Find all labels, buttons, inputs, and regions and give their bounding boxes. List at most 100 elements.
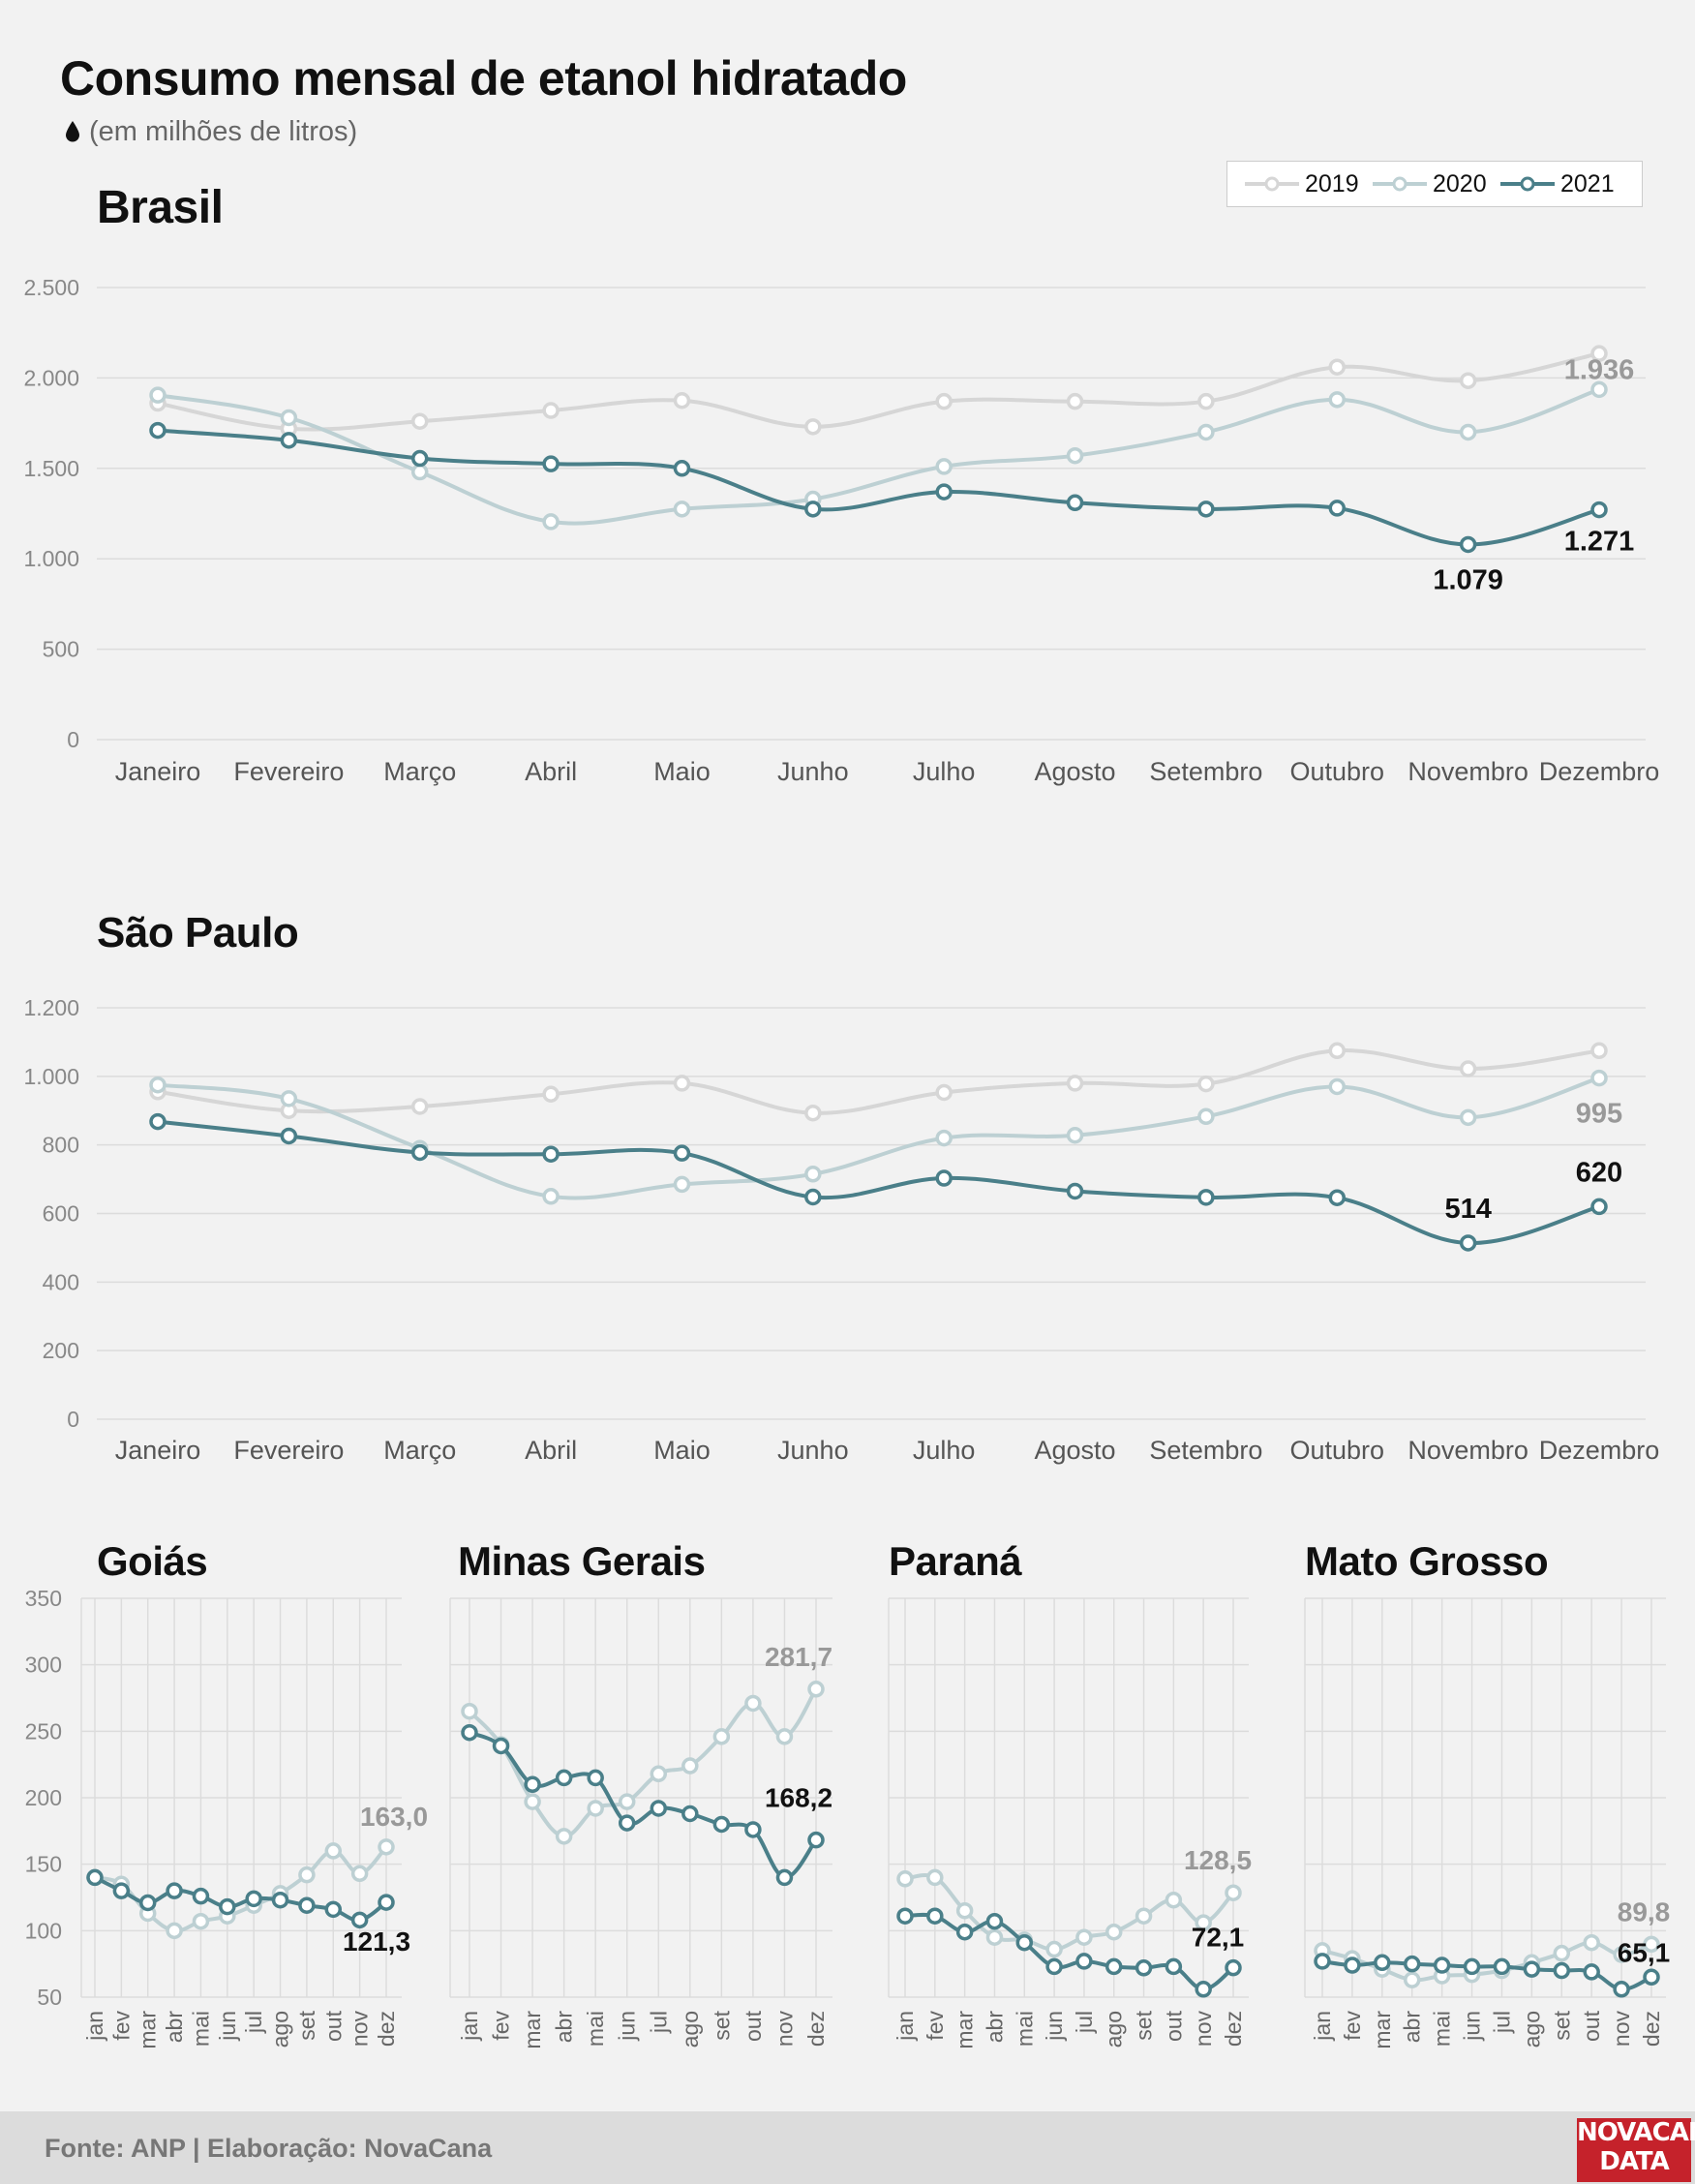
data-point-2021-mg — [681, 1805, 699, 1823]
data-point-2021-go — [271, 1891, 289, 1909]
data-point-2020-brasil — [1328, 391, 1347, 409]
data-point-2021-sp — [1197, 1189, 1215, 1206]
legend-marker-2019 — [1245, 176, 1299, 192]
data-point-2020-sp — [542, 1188, 560, 1205]
data-point-2021-go — [298, 1896, 316, 1914]
logo-line-2: DATA — [1599, 2147, 1670, 2176]
data-point-2020-brasil — [280, 409, 298, 427]
data-point-2019-brasil — [935, 392, 953, 410]
footer-bar: Fonte: ANP | Elaboração: NovaCana — [0, 2111, 1695, 2184]
data-label-2021-brasil: 1.079 — [1433, 564, 1503, 595]
x-tick-label-mg: jan — [457, 2011, 482, 2042]
data-point-2021-mg — [587, 1769, 604, 1787]
x-tick-label-brasil: Maio — [653, 757, 711, 786]
x-tick-label-go: out — [320, 2010, 346, 2042]
data-point-2020-pr — [926, 1868, 944, 1887]
x-tick-label-brasil: Agosto — [1035, 757, 1116, 786]
data-point-2020-mt — [1613, 1946, 1630, 1963]
data-point-2020-go — [166, 1922, 183, 1940]
data-label-2020-pr: 128,5 — [1184, 1845, 1252, 1875]
x-tick-label-mt: fev — [1340, 2011, 1365, 2041]
data-point-2020-brasil — [1459, 423, 1477, 441]
x-tick-label-brasil: Outubro — [1289, 757, 1384, 786]
x-tick-label-brasil: Dezembro — [1539, 757, 1660, 786]
chart-title-sp: São Paulo — [97, 909, 298, 956]
x-tick-label-mt: nov — [1609, 2011, 1634, 2048]
legend-label-2021: 2021 — [1560, 169, 1615, 197]
data-point-2021-brasil — [1590, 500, 1608, 519]
legend-marker-2020 — [1373, 176, 1427, 192]
x-tick-label-go: dez — [374, 2011, 399, 2047]
data-point-2020-mg — [712, 1728, 731, 1745]
series-line-2020-mt — [1321, 1940, 1652, 1983]
data-point-2020-pr — [1135, 1907, 1153, 1925]
x-tick-label-sp: Novembro — [1407, 1436, 1529, 1465]
x-tick-label-mg: mai — [583, 2011, 608, 2047]
data-point-2021-pr — [926, 1907, 944, 1925]
data-point-2020-go — [350, 1865, 369, 1883]
data-point-2021-pr — [1045, 1957, 1063, 1976]
x-tick-label-brasil: Julho — [913, 757, 976, 786]
data-point-2020-pr — [985, 1928, 1004, 1946]
data-point-2021-mg — [712, 1815, 731, 1834]
x-tick-label-mg: mar — [520, 2011, 545, 2049]
data-point-2019-sp — [1328, 1042, 1347, 1060]
data-point-2020-mg — [775, 1728, 794, 1745]
data-point-2021-pr — [1075, 1953, 1093, 1970]
data-point-2020-brasil — [410, 463, 429, 481]
data-point-2021-mt — [1374, 1954, 1391, 1972]
data-point-2020-pr — [1225, 1884, 1242, 1901]
data-point-2021-mt — [1433, 1956, 1451, 1974]
data-point-2021-pr — [1015, 1933, 1034, 1952]
data-point-2020-mg — [681, 1757, 699, 1774]
data-point-2020-mg — [650, 1765, 668, 1783]
x-tick-label-mg: out — [741, 2010, 766, 2042]
data-point-2019-sp — [410, 1098, 429, 1115]
data-point-2019-sp — [1197, 1075, 1215, 1093]
data-point-2021-pr — [1135, 1959, 1153, 1977]
chart-legend: 2019 2020 2021 — [1226, 161, 1643, 207]
data-label-2021-sp: 620 — [1576, 1157, 1622, 1188]
x-tick-label-pr: jul — [1072, 2011, 1097, 2034]
x-tick-label-pr: fev — [923, 2011, 948, 2041]
data-point-2020-sp — [804, 1166, 822, 1183]
data-point-2021-mt — [1403, 1955, 1421, 1973]
x-tick-label-mt: set — [1549, 2010, 1574, 2040]
data-point-2020-brasil — [1066, 446, 1084, 465]
series-line-2019-brasil — [157, 351, 1600, 432]
data-point-2021-sp — [1066, 1182, 1084, 1200]
x-tick-label-sp: Junho — [777, 1436, 849, 1465]
data-point-2021-sp — [542, 1145, 560, 1163]
x-tick-label-pr: mai — [1012, 2011, 1037, 2047]
data-point-2020-mg — [461, 1702, 478, 1720]
chart-title-brasil: Brasil — [97, 182, 223, 233]
y-tick-label-go: 300 — [25, 1653, 62, 1678]
data-point-2021-mt — [1613, 1981, 1630, 1998]
data-point-2020-pr — [955, 1901, 974, 1920]
data-point-2021-mg — [492, 1737, 510, 1755]
data-label-2021-mt: 65,1 — [1618, 1937, 1671, 1967]
legend-item-2020: 2020 — [1373, 162, 1487, 206]
data-point-2020-brasil — [542, 513, 560, 531]
data-label-2020-go: 163,0 — [360, 1802, 428, 1832]
data-point-2021-brasil — [1066, 494, 1084, 512]
y-tick-label-brasil: 1.500 — [23, 456, 79, 481]
x-tick-label-mg: fev — [489, 2011, 514, 2041]
chart-title-mt: Mato Grosso — [1305, 1538, 1548, 1584]
y-tick-label-sp: 1.000 — [23, 1064, 79, 1089]
data-point-2021-mt — [1344, 1956, 1361, 1974]
data-point-2020-brasil — [1590, 380, 1608, 399]
x-tick-label-mt: dez — [1639, 2011, 1664, 2047]
data-point-2021-pr — [1225, 1958, 1242, 1977]
data-point-2021-go — [350, 1911, 369, 1929]
data-point-2020-sp — [1328, 1077, 1347, 1096]
x-tick-label-mt: jan — [1310, 2011, 1335, 2042]
data-point-2021-sp — [1590, 1198, 1608, 1216]
chart-title-mg: Minas Gerais — [458, 1538, 705, 1584]
series-line-2020-pr — [904, 1873, 1235, 1952]
data-point-2021-go — [219, 1897, 236, 1916]
series-line-2021-go — [94, 1875, 388, 1923]
source-note: Fonte: ANP | Elaboração: NovaCana — [45, 2134, 493, 2163]
data-point-2020-mg — [555, 1828, 573, 1845]
